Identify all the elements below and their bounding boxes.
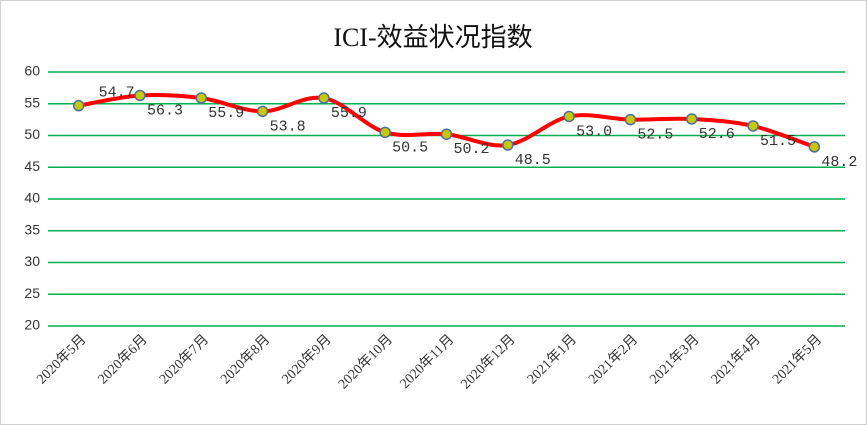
y-tick-label: 60 — [24, 63, 40, 79]
data-label: 50.5 — [392, 139, 428, 156]
data-point — [318, 92, 330, 104]
data-label: 52.5 — [637, 127, 673, 144]
data-point — [72, 99, 85, 112]
y-tick-label: 20 — [24, 317, 40, 333]
y-tick-label: 45 — [24, 158, 40, 174]
data-point — [563, 110, 575, 123]
data-label: 54.7 — [99, 85, 135, 102]
y-tick-label: 40 — [24, 190, 40, 206]
y-tick-label: 25 — [24, 285, 40, 301]
data-point — [747, 120, 759, 132]
data-point — [808, 141, 821, 153]
y-tick-label: 50 — [24, 126, 40, 142]
data-label: 55.9 — [208, 105, 244, 122]
data-label: 51.5 — [760, 133, 796, 150]
data-point — [624, 113, 637, 126]
y-tick-label: 35 — [24, 221, 40, 237]
data-point — [502, 139, 514, 151]
data-label: 53.0 — [576, 123, 612, 140]
data-label: 56.3 — [147, 102, 183, 119]
data-point — [195, 92, 208, 104]
data-point — [256, 105, 269, 118]
y-tick-label: 30 — [24, 253, 40, 269]
y-tick-label: 55 — [24, 94, 40, 110]
data-point — [379, 126, 391, 139]
data-label: 55.9 — [331, 105, 367, 122]
data-point — [440, 128, 453, 140]
data-label: 50.2 — [453, 141, 489, 158]
chart-title: ICI-效益状况指数 — [333, 23, 532, 52]
data-point — [685, 113, 698, 125]
data-label: 48.5 — [515, 152, 551, 169]
data-point — [134, 89, 146, 102]
data-label: 52.6 — [699, 126, 735, 143]
data-label: 53.8 — [270, 118, 306, 135]
data-label: 48.2 — [821, 154, 857, 171]
